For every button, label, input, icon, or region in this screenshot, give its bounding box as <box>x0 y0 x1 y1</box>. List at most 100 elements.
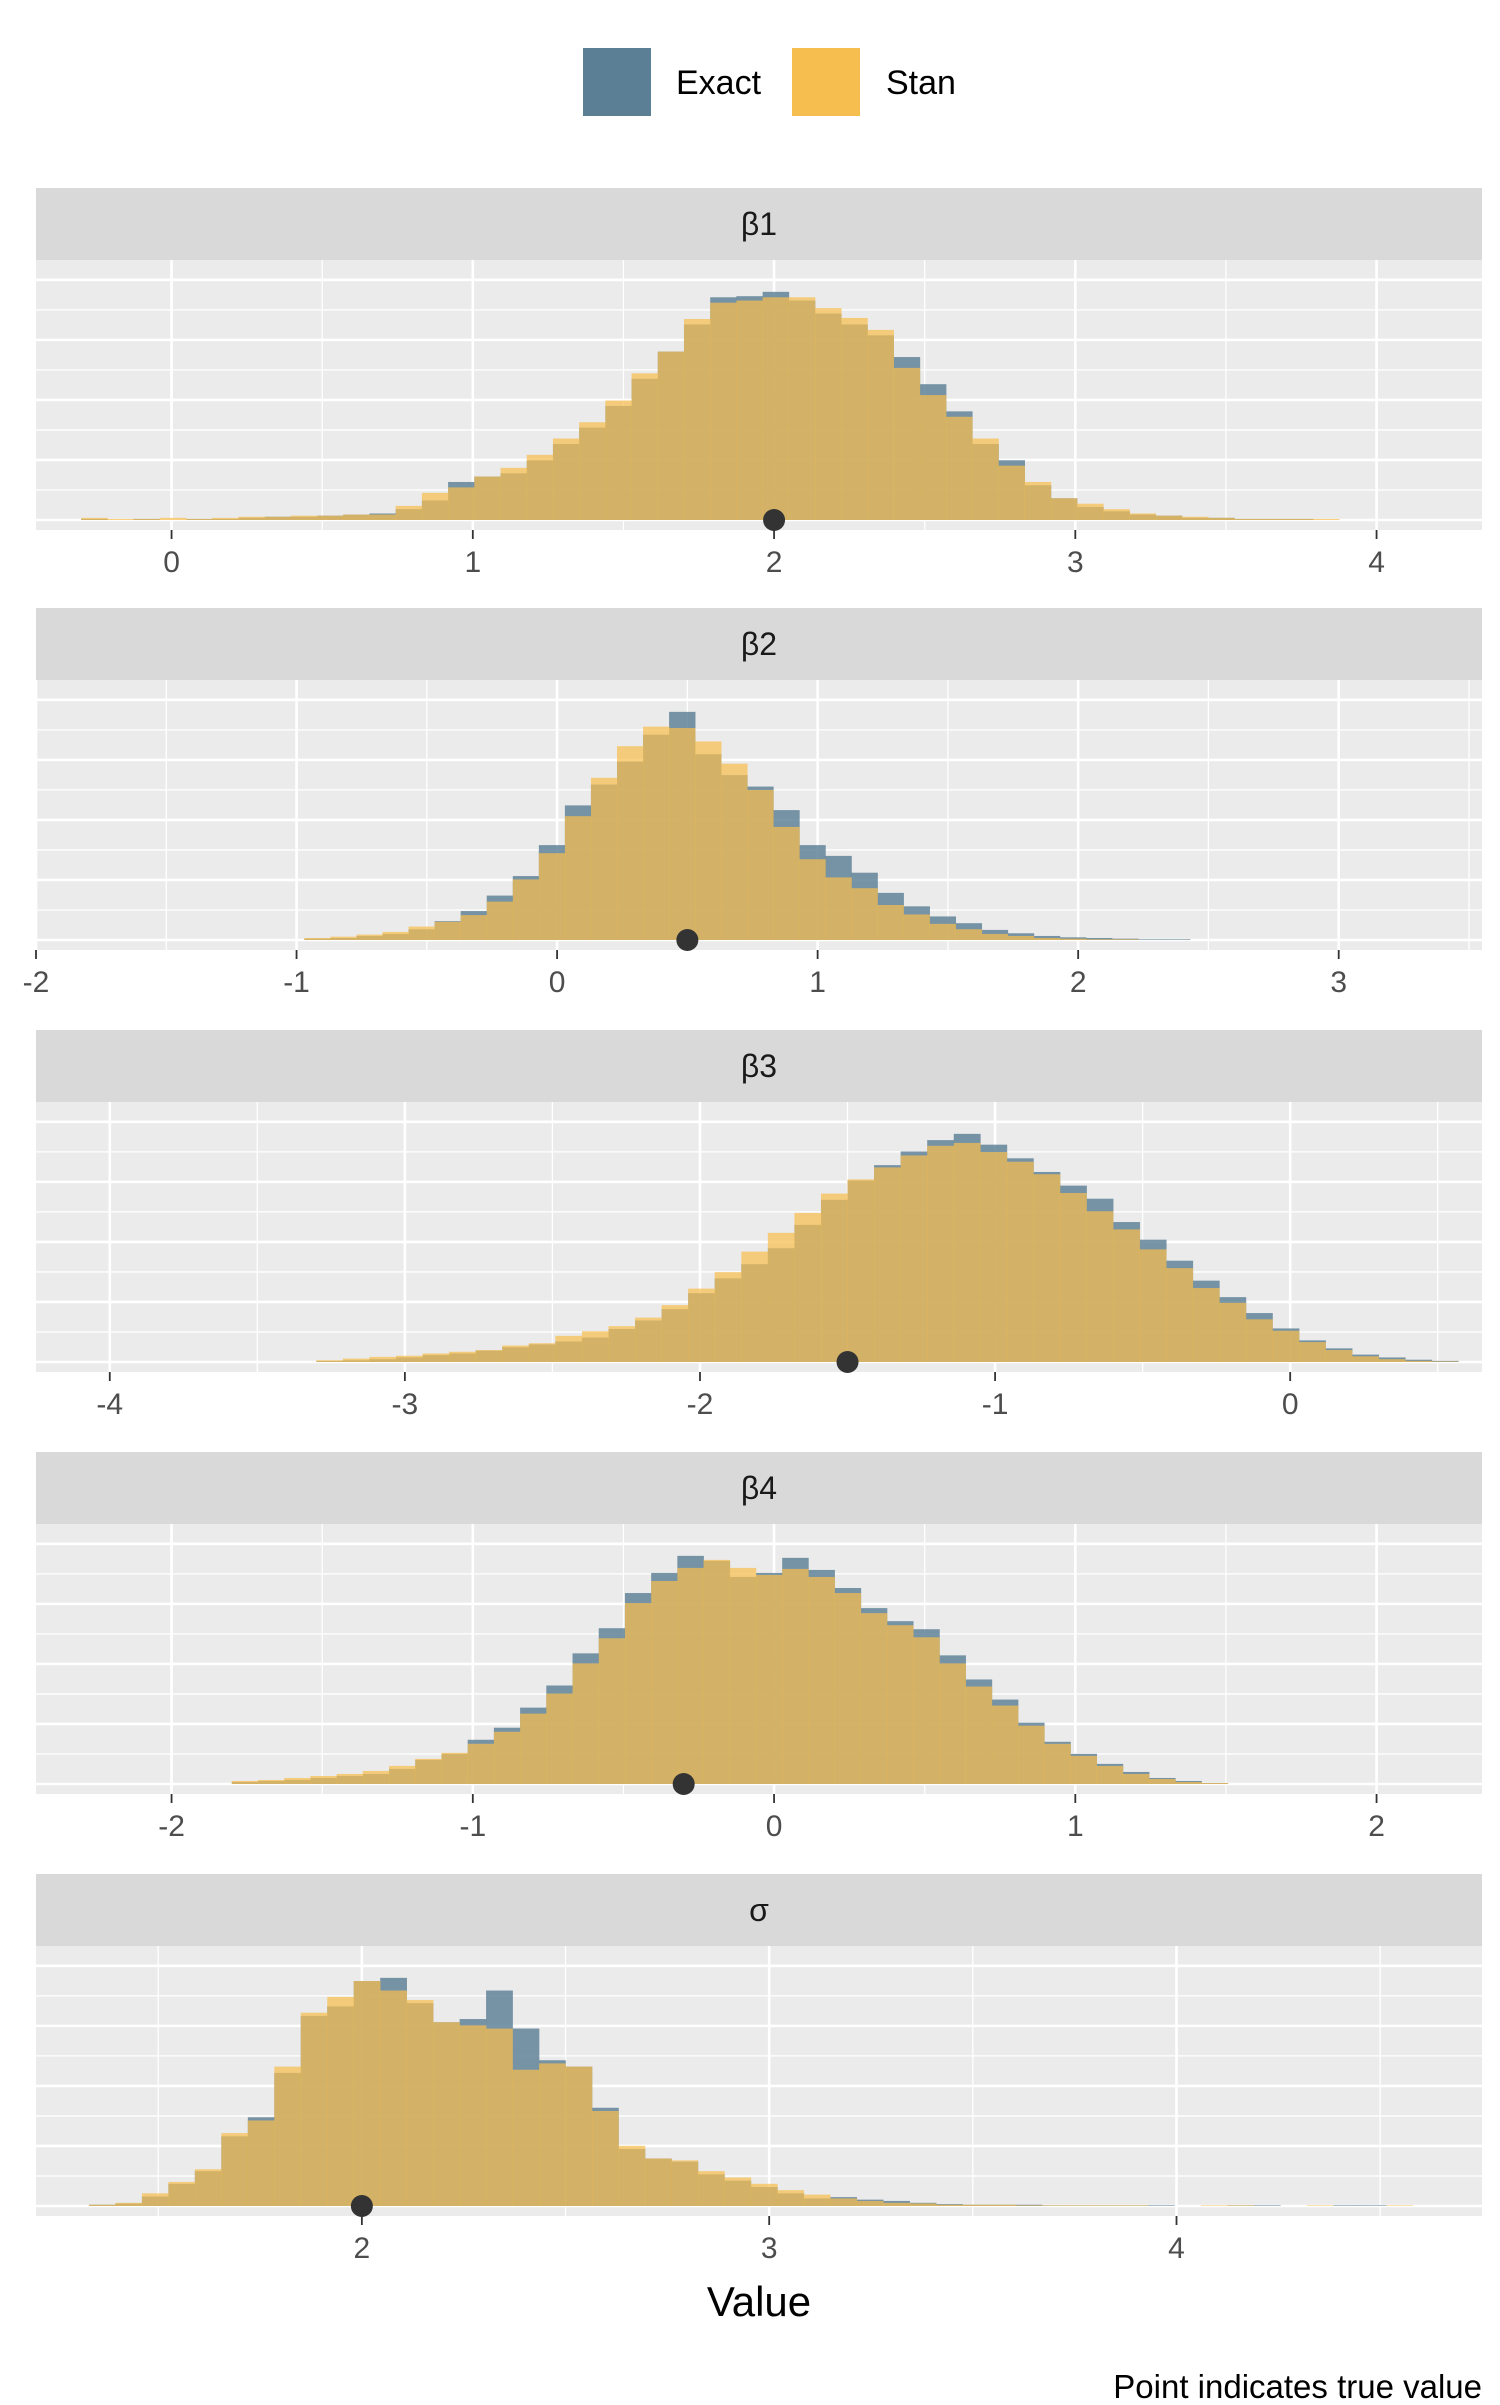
bar-stan <box>422 1353 450 1362</box>
bar-stan <box>755 1574 783 1784</box>
bar-stan <box>998 465 1026 520</box>
bar-stan <box>474 476 501 520</box>
bar-stan <box>290 515 318 520</box>
bar-stan <box>539 2063 566 2206</box>
bar-stan <box>1060 1193 1087 1362</box>
bar-exact <box>1164 939 1191 940</box>
panel-1: β1 0 1 2 3 4 <box>36 188 1482 579</box>
bar-stan <box>327 1996 355 2206</box>
bar-stan <box>909 2203 937 2206</box>
bar-stan <box>434 921 461 940</box>
bar-stan <box>579 422 606 520</box>
bar-stan <box>395 505 423 520</box>
x-tick-label: -1 <box>982 1388 1009 1421</box>
bar-stan <box>1096 1765 1124 1784</box>
bar-stan <box>1378 1359 1406 1362</box>
bar-stan <box>493 1731 521 1784</box>
legend: Exact Stan <box>583 48 956 116</box>
bar-stan <box>1006 1161 1034 1362</box>
bar-stan <box>300 2012 328 2206</box>
bar-stan <box>710 302 737 520</box>
bar-stan <box>825 877 852 940</box>
bar-stan <box>856 2200 884 2206</box>
bar-stan <box>565 2066 593 2206</box>
bar-stan <box>703 1559 731 1784</box>
bar-stan <box>1122 1773 1150 1784</box>
bar-stan <box>695 741 722 940</box>
bar-stan <box>598 1638 626 1784</box>
bar-stan <box>851 888 878 940</box>
bar-stan <box>1166 1268 1194 1362</box>
true-value-point <box>763 509 786 531</box>
bar-stan <box>834 1593 862 1784</box>
bar-stan <box>741 1251 769 1362</box>
bar-stan <box>520 1713 547 1784</box>
bar-stan <box>353 1981 381 2206</box>
bar-stan <box>669 728 696 940</box>
panel-strip-label: β2 <box>741 626 777 662</box>
bar-stan <box>847 1179 875 1362</box>
x-tick-label: 2 <box>1368 1810 1385 1843</box>
bar-stan <box>258 1779 285 1784</box>
bar-stan <box>635 1317 662 1362</box>
bar-stan <box>212 517 239 520</box>
bar-stan <box>581 1331 609 1362</box>
bar-stan <box>380 1990 407 2206</box>
bar-stan <box>1018 1725 1045 1784</box>
bar-stan <box>1386 2205 1414 2206</box>
bar-stan <box>555 1335 583 1362</box>
bar-stan <box>788 297 816 520</box>
x-tick-label: 2 <box>1070 966 1087 999</box>
bar-stan <box>644 2158 672 2206</box>
bar-stan <box>1113 1229 1140 1362</box>
bar-stan <box>421 492 449 520</box>
bar-stan <box>1245 1319 1273 1362</box>
bar-stan <box>389 1765 416 1784</box>
bar-exact <box>1359 2205 1387 2206</box>
bar-stan <box>1095 2205 1122 2206</box>
panel-strip <box>36 188 1482 260</box>
bar-stan <box>830 2198 858 2206</box>
bar-stan <box>1155 515 1183 520</box>
bar-stan <box>408 926 435 940</box>
panel-strip-label: β1 <box>741 206 777 242</box>
bar-stan <box>564 816 592 940</box>
bar-stan <box>115 2202 143 2206</box>
bar-stan <box>590 777 618 940</box>
bar-stan <box>449 1351 477 1362</box>
panel-3: β3 -4 -3 -2 -1 0 <box>36 1030 1482 1421</box>
bar-stan <box>1015 2205 1043 2206</box>
bar-stan <box>927 1145 955 1362</box>
bar-stan <box>274 2066 302 2206</box>
x-tick-label: -2 <box>687 1388 714 1421</box>
bar-stan <box>724 2177 752 2206</box>
bar-stan <box>133 518 161 520</box>
bar-stan <box>677 1567 704 1784</box>
bar-stan <box>991 1705 1019 1784</box>
bar-stan <box>773 826 800 940</box>
x-tick-label: -1 <box>283 966 310 999</box>
bar-stan <box>782 1568 809 1784</box>
bar-stan <box>697 2171 725 2206</box>
bar-stan <box>750 2183 778 2206</box>
panel-strip <box>36 608 1482 680</box>
bar-stan <box>448 487 475 520</box>
true-value-point <box>672 1773 695 1795</box>
x-tick-label: 1 <box>1067 1810 1084 1843</box>
bar-stan <box>841 317 868 520</box>
legend-label-stan: Stan <box>886 64 956 102</box>
panel-strip-label: σ <box>749 1892 769 1928</box>
panel-strip-label: β3 <box>741 1048 777 1084</box>
bar-stan <box>981 933 1009 940</box>
bar-stan <box>651 1580 678 1784</box>
x-tick-label: 3 <box>1330 966 1347 999</box>
bar-stan <box>1181 516 1209 520</box>
x-tick-label: 0 <box>163 546 180 579</box>
panel-strip <box>36 1030 1482 1102</box>
bar-stan <box>369 514 396 520</box>
series-stan <box>231 1559 1229 1784</box>
panel-strip <box>36 1452 1482 1524</box>
bar-stan <box>591 2110 619 2206</box>
bar-stan <box>1033 1174 1061 1362</box>
